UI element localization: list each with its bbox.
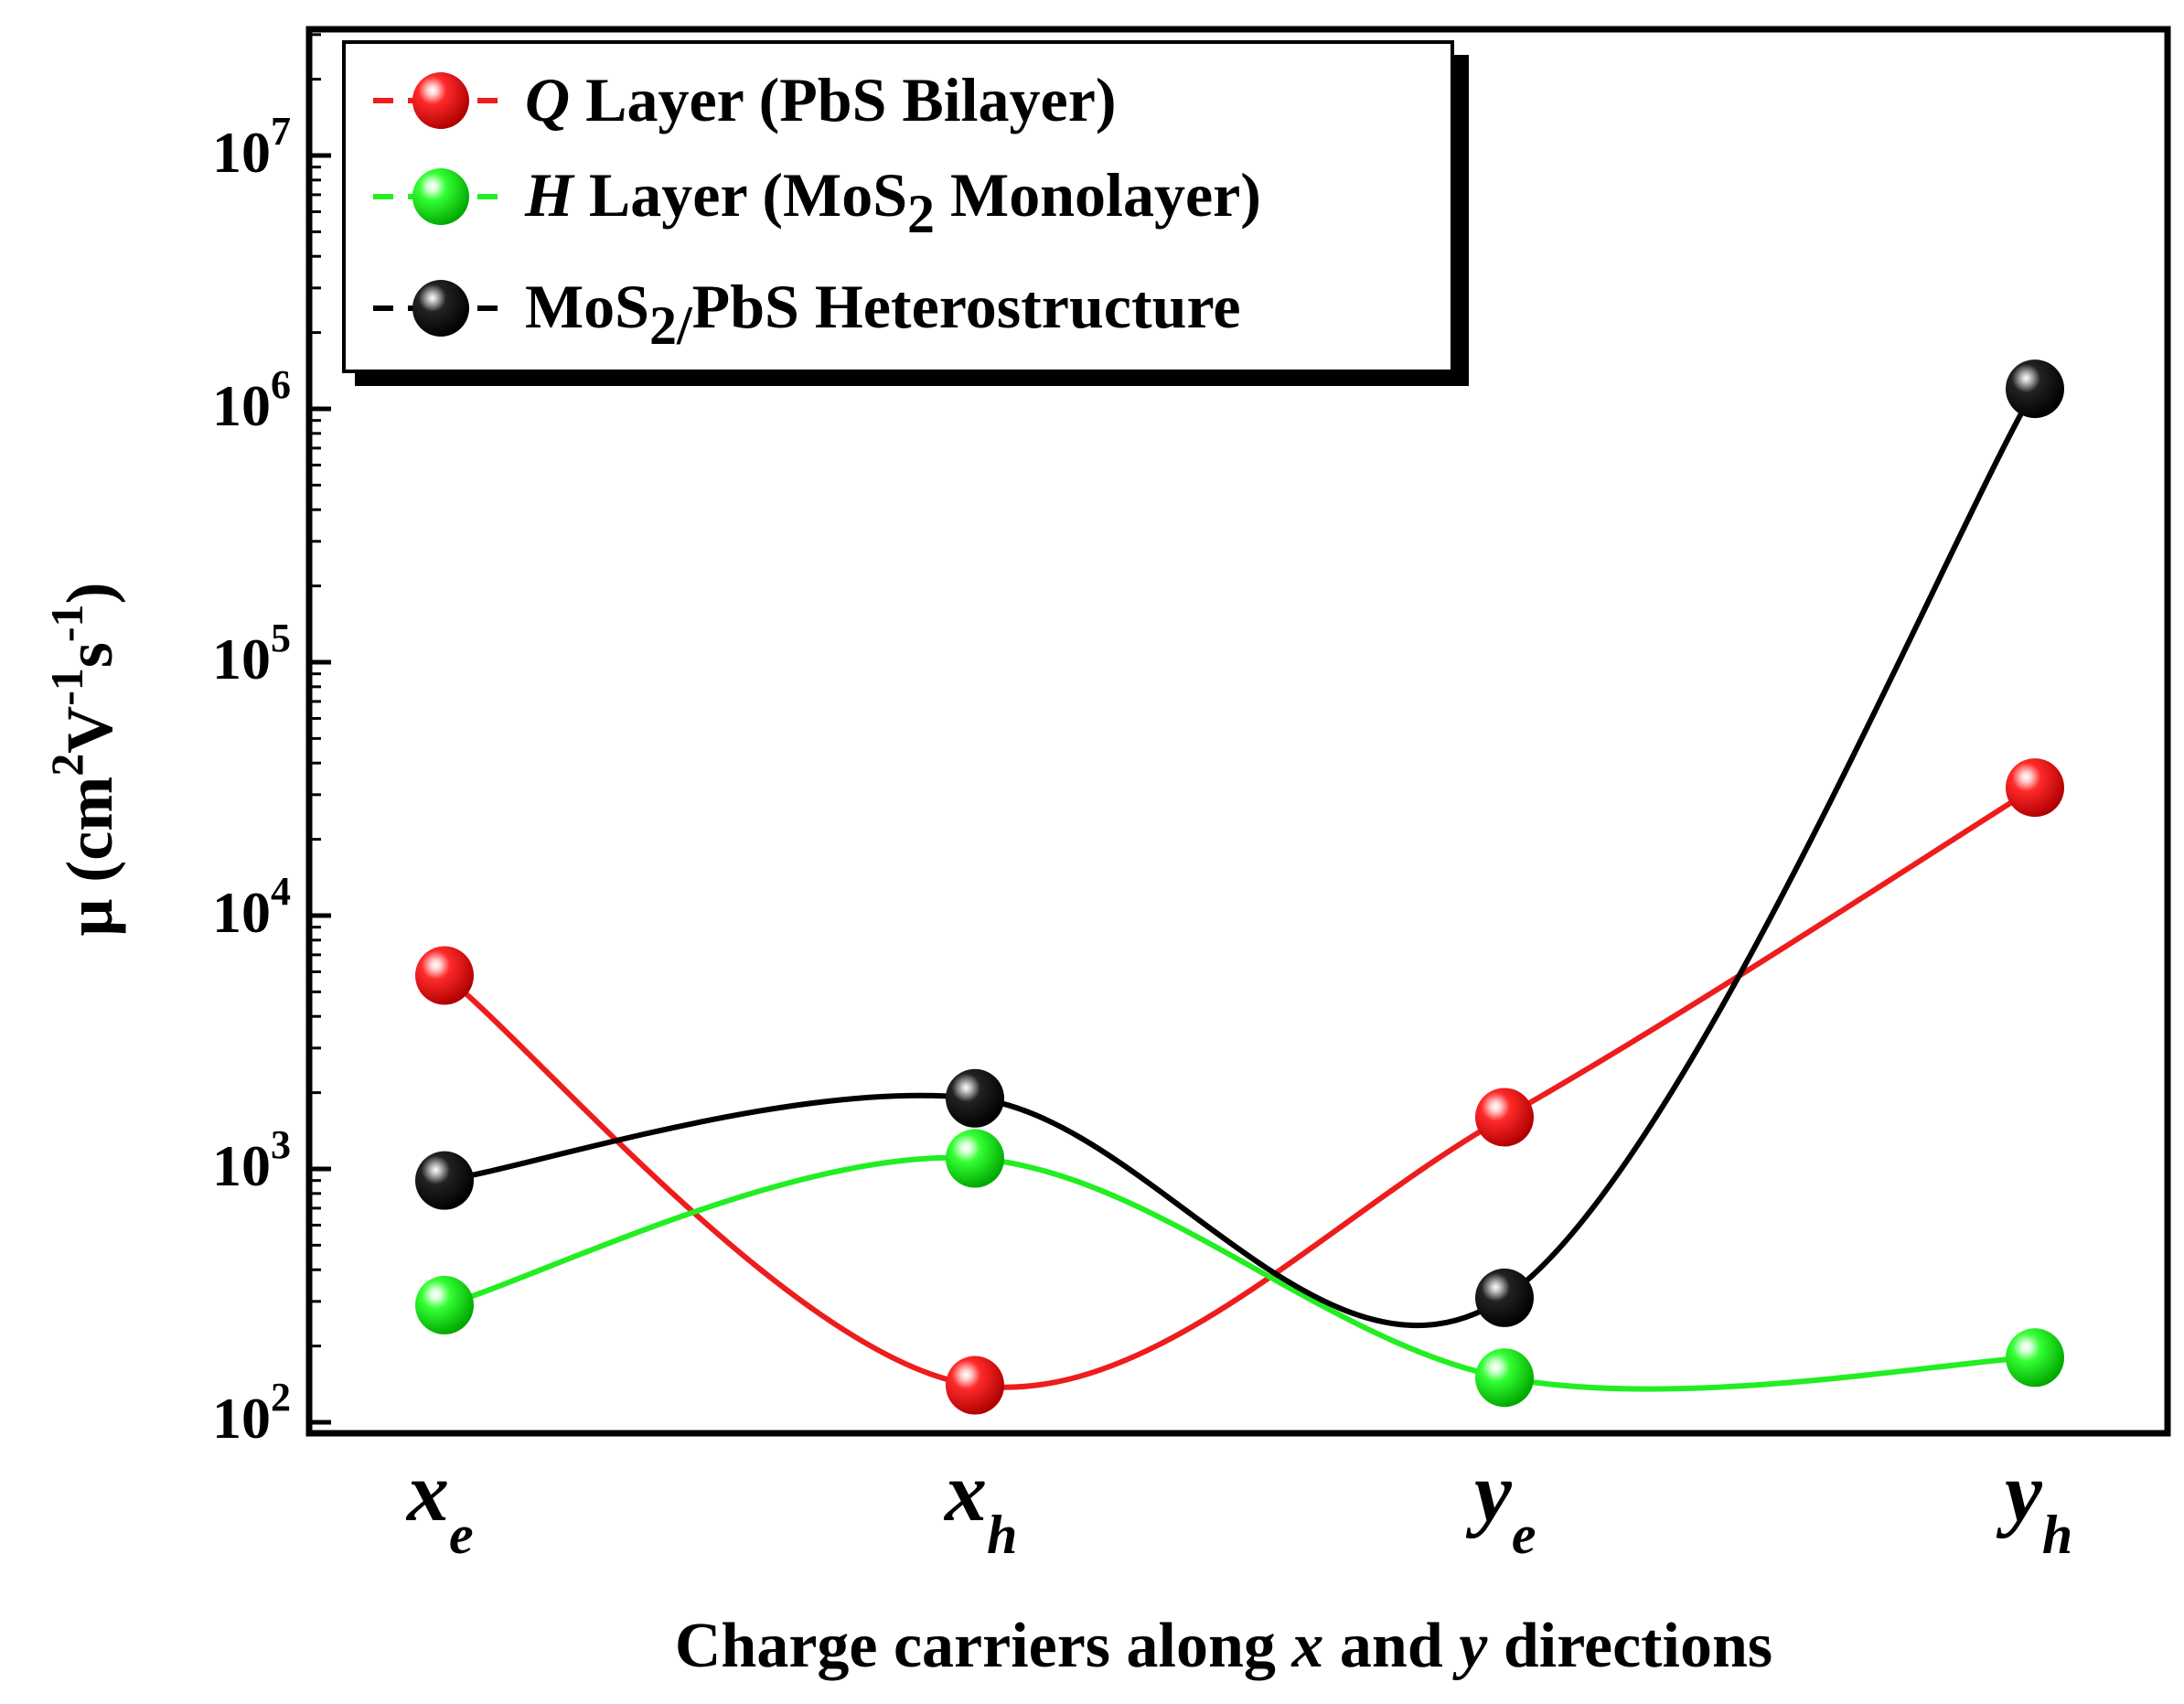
y-tick-label-1e3: 103: [212, 1122, 291, 1198]
data-point-h-3: [2006, 1328, 2064, 1388]
x-tick-labels: xe xh ye yh: [405, 1445, 2072, 1565]
legend-marker-q: [412, 72, 469, 129]
series-markers: [415, 359, 2064, 1415]
x-tick-label-yh: yh: [1996, 1445, 2072, 1565]
data-point-het-1: [946, 1068, 1004, 1128]
data-point-het-3: [2006, 359, 2064, 419]
y-tick-label-1e4: 104: [212, 869, 291, 945]
data-point-q-0: [415, 946, 474, 1005]
series-lines: [443, 387, 2038, 1392]
series-line-het: [444, 387, 2038, 1329]
data-point-q-1: [946, 1356, 1004, 1415]
x-tick-label-xe: xe: [405, 1445, 474, 1565]
data-point-q-3: [2006, 758, 2064, 818]
legend-item-q-layer: Q Layer (PbS Bilayer): [373, 65, 1117, 134]
data-point-h-1: [946, 1129, 1004, 1188]
data-point-h-2: [1475, 1348, 1534, 1408]
y-axis-label: μ (cm2V-1s-1): [41, 582, 126, 936]
y-tick-labels: 102 103 104 105 106 107: [212, 109, 291, 1451]
y-axis-ticks: [309, 33, 331, 1425]
data-point-het-0: [415, 1151, 474, 1210]
legend-label-het: MoS2/PbS Heterostructure: [525, 272, 1241, 356]
legend-marker-h: [412, 168, 469, 225]
legend-marker-het: [412, 280, 469, 337]
legend-label-q: Q Layer (PbS Bilayer): [525, 65, 1117, 134]
legend-box: [342, 40, 1454, 373]
y-tick-label-1e2: 102: [212, 1375, 291, 1451]
legend: Q Layer (PbS Bilayer) H Layer (MoS2 Mono…: [342, 40, 1469, 386]
legend-label-h: H Layer (MoS2 Monolayer): [524, 160, 1261, 244]
data-point-het-2: [1475, 1268, 1534, 1327]
y-tick-label-1e7: 107: [212, 109, 291, 185]
plot-frame: [305, 26, 2171, 1437]
x-tick-label-xh: xh: [943, 1445, 1017, 1565]
y-tick-label-1e6: 106: [212, 362, 291, 438]
legend-item-h-layer: H Layer (MoS2 Monolayer): [373, 160, 1261, 244]
series-line-h: [444, 1154, 2036, 1392]
legend-item-heterostructure: MoS2/PbS Heterostructure: [373, 272, 1241, 356]
x-axis-label: Charge carriers along x and y directions: [675, 1611, 1772, 1681]
data-point-q-2: [1475, 1088, 1534, 1147]
series-line-q: [443, 785, 2037, 1390]
x-tick-label-ye: ye: [1465, 1445, 1536, 1565]
data-point-h-0: [415, 1275, 474, 1334]
y-tick-label-1e5: 105: [212, 616, 291, 691]
